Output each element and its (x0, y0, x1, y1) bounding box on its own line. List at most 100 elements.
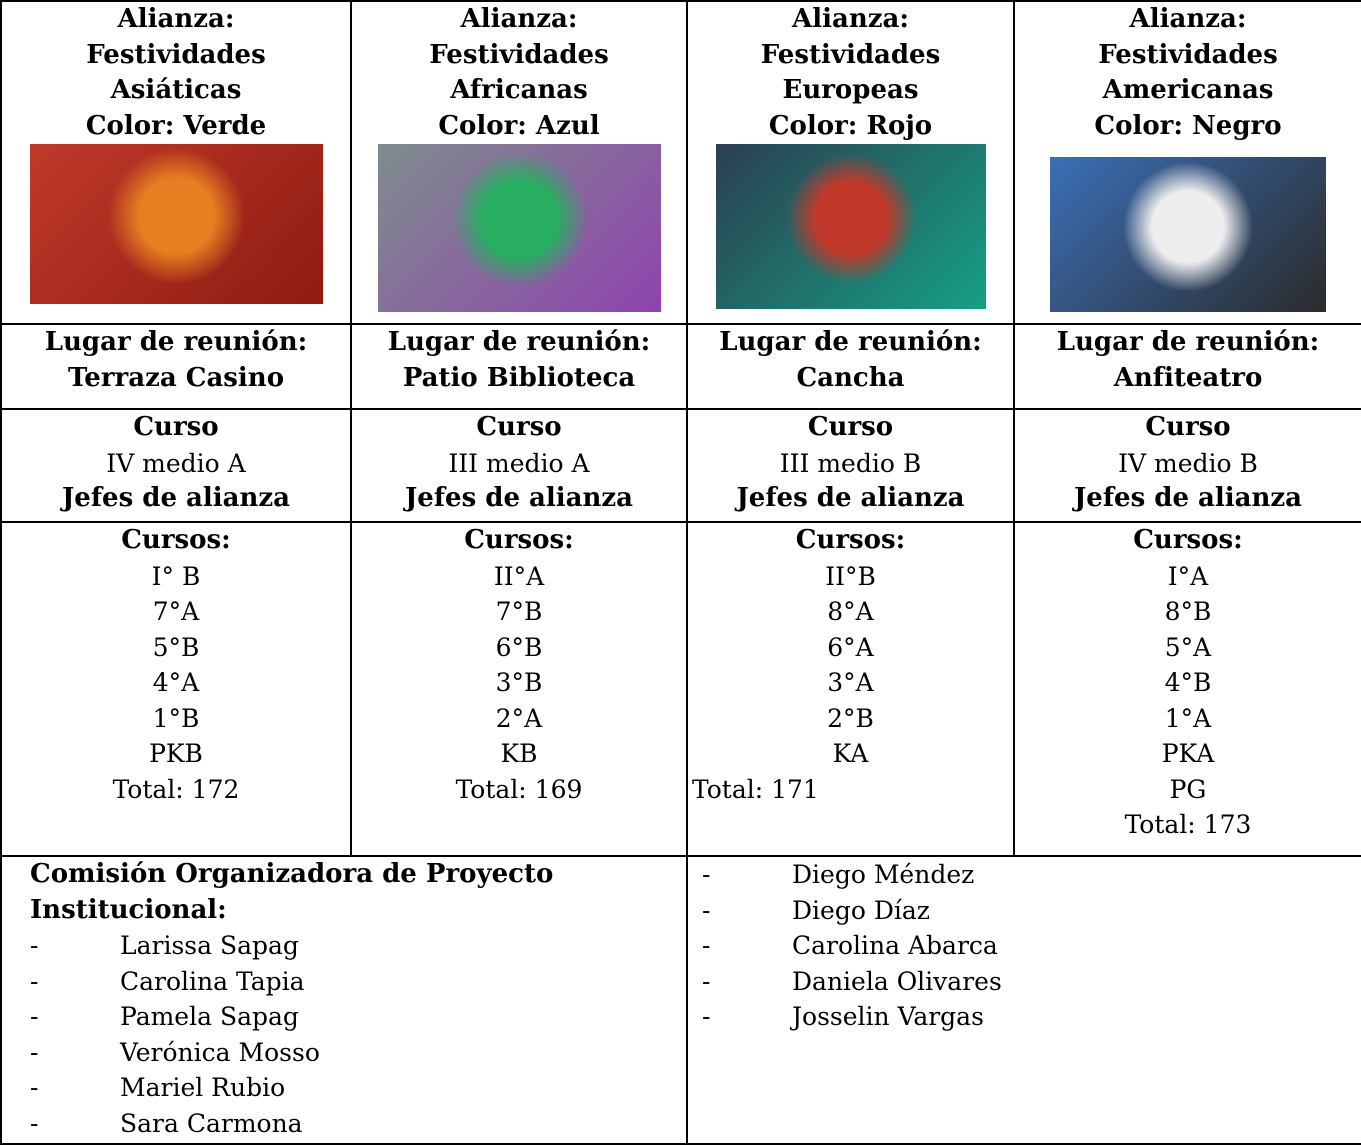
heading-line: Color: Azul (356, 109, 682, 145)
course-item: I° B (6, 559, 346, 595)
marker: - (30, 964, 120, 1000)
total: Total: 171 (692, 772, 1009, 808)
table-body: Alianza:FestividadesAsiáticasColor: Verd… (1, 1, 1361, 1144)
member: -Carolina Tapia (30, 964, 682, 1000)
course-item: II°A (356, 559, 682, 595)
marker: - (30, 1070, 120, 1106)
meeting-line: Lugar de reunión: (356, 325, 682, 361)
heading-line: Africanas (356, 73, 682, 109)
member: -Larissa Sapag (30, 928, 682, 964)
course-item: 3°A (692, 665, 1009, 701)
heading-line: Alianza: (6, 2, 346, 38)
marker: - (30, 1106, 120, 1142)
marker: - (702, 857, 792, 893)
leaders-label: Jefes de alianza (692, 481, 1009, 517)
course-item: 6°B (356, 630, 682, 666)
marker: - (702, 928, 792, 964)
festival-image (716, 144, 986, 309)
marker: - (702, 999, 792, 1035)
course-item: 7°A (6, 594, 346, 630)
festival-image (30, 144, 323, 304)
member-name: Mariel Rubio (120, 1070, 285, 1106)
course-item: 7°B (356, 594, 682, 630)
total: Total: 169 (356, 772, 682, 808)
marker: - (30, 1035, 120, 1071)
courses-label: Cursos: (692, 523, 1009, 559)
course-item: 3°B (356, 665, 682, 701)
course-item: PKA (1019, 736, 1357, 772)
member: -Diego Méndez (702, 857, 1357, 893)
heading-line: Festividades (356, 38, 682, 74)
total: Total: 173 (1019, 807, 1357, 843)
member-name: Pamela Sapag (120, 999, 299, 1035)
meeting-line: Patio Biblioteca (356, 361, 682, 397)
courses-label: Cursos: (6, 523, 346, 559)
course-item: 5°A (1019, 630, 1357, 666)
course: III medio A (356, 446, 682, 482)
heading-line: Color: Verde (6, 109, 346, 145)
heading-line: Festividades (1019, 38, 1357, 74)
course: IV medio B (1019, 446, 1357, 482)
course-item: 6°A (692, 630, 1009, 666)
total: Total: 172 (6, 772, 346, 808)
meeting-cell: Lugar de reunión:Terraza Casino (1, 324, 351, 409)
heading-line: Color: Rojo (692, 109, 1009, 145)
heading-line: Alianza: (692, 2, 1009, 38)
course-label: Curso (1019, 410, 1357, 446)
meeting-cell: Lugar de reunión:Patio Biblioteca (351, 324, 687, 409)
course-item: 4°A (6, 665, 346, 701)
heading-line: Asiáticas (6, 73, 346, 109)
course: III medio B (692, 446, 1009, 482)
course-label: Curso (6, 410, 346, 446)
page-body: Alianza:FestividadesAsiáticasColor: Verd… (0, 0, 1361, 1143)
course-item: 1°A (1019, 701, 1357, 737)
course-label: Curso (356, 410, 682, 446)
member: -Diego Díaz (702, 893, 1357, 929)
leaders-label: Jefes de alianza (6, 481, 346, 517)
marker: - (702, 893, 792, 929)
member-name: Josselin Vargas (792, 999, 984, 1035)
course-item: 5°B (6, 630, 346, 666)
course-item: KA (692, 736, 1009, 772)
meeting-line: Terraza Casino (6, 361, 346, 397)
member: -Verónica Mosso (30, 1035, 682, 1071)
member-name: Larissa Sapag (120, 928, 299, 964)
heading-line: Festividades (6, 38, 346, 74)
alliance-table: Alianza:FestividadesAsiáticasColor: Verd… (0, 0, 1361, 1145)
course-item: 8°A (692, 594, 1009, 630)
leaders-label: Jefes de alianza (1019, 481, 1357, 517)
commission-right: -Diego Méndez-Diego Díaz-Carolina Abarca… (687, 856, 1361, 1144)
member: -Carolina Abarca (702, 928, 1357, 964)
marker: - (702, 964, 792, 1000)
meeting-line: Cancha (692, 361, 1009, 397)
heading-line: Color: Negro (1019, 109, 1357, 145)
course-item: 8°B (1019, 594, 1357, 630)
member-name: Diego Díaz (792, 893, 930, 929)
festival-image (1050, 157, 1326, 312)
heading-line: Americanas (1019, 73, 1357, 109)
marker: - (30, 928, 120, 964)
heading-line: Alianza: (1019, 2, 1357, 38)
member: -Mariel Rubio (30, 1070, 682, 1106)
course: IV medio A (6, 446, 346, 482)
meeting-line: Lugar de reunión: (692, 325, 1009, 361)
member-name: Daniela Olivares (792, 964, 1002, 1000)
course-item: PKB (6, 736, 346, 772)
member-name: Diego Méndez (792, 857, 974, 893)
course-item: 2°B (692, 701, 1009, 737)
member-name: Carolina Tapia (120, 964, 305, 1000)
courses-label: Cursos: (1019, 523, 1357, 559)
member: -Pamela Sapag (30, 999, 682, 1035)
member: -Daniela Olivares (702, 964, 1357, 1000)
commission-title: Institucional: (30, 893, 682, 929)
course-item: II°B (692, 559, 1009, 595)
course-item: 4°B (1019, 665, 1357, 701)
course-item: 1°B (6, 701, 346, 737)
meeting-line: Lugar de reunión: (6, 325, 346, 361)
festival-image (378, 144, 661, 312)
